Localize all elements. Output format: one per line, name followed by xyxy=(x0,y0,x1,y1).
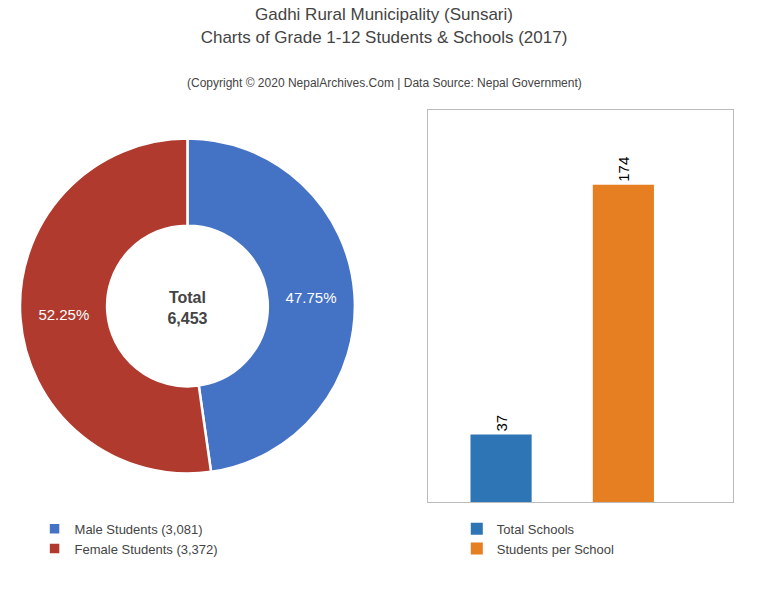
svg-text:Total6,453: Total6,453 xyxy=(167,289,207,327)
svg-text:47.75%: 47.75% xyxy=(286,289,337,306)
svg-text:37: 37 xyxy=(493,415,510,432)
svg-text:174: 174 xyxy=(615,157,632,182)
svg-text:Gadhi Rural Municipality (Suns: Gadhi Rural Municipality (Sunsari)Charts… xyxy=(201,5,568,46)
svg-text:Male Students (3,081): Male Students (3,081) xyxy=(75,522,203,537)
svg-text:Total Schools: Total Schools xyxy=(497,522,575,537)
svg-text:Students per School: Students per School xyxy=(497,542,614,557)
svg-text:(Copyright © 2020 NepalArchive: (Copyright © 2020 NepalArchives.Com | Da… xyxy=(187,76,582,90)
svg-text:Female Students (3,372): Female Students (3,372) xyxy=(75,542,218,557)
svg-text:52.25%: 52.25% xyxy=(38,306,89,323)
